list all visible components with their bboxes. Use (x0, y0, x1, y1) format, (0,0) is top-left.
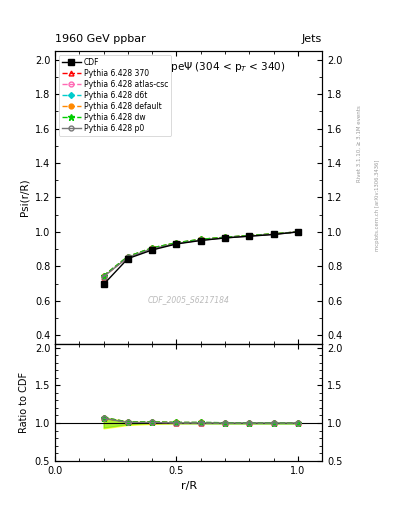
Text: mcplots.cern.ch [arXiv:1306.3436]: mcplots.cern.ch [arXiv:1306.3436] (375, 159, 380, 250)
Legend: CDF, Pythia 6.428 370, Pythia 6.428 atlas-csc, Pythia 6.428 d6t, Pythia 6.428 de: CDF, Pythia 6.428 370, Pythia 6.428 atla… (59, 55, 171, 136)
Y-axis label: Ratio to CDF: Ratio to CDF (19, 372, 29, 433)
Text: Integral jet shapeΨ (304 < p$_T$ < 340): Integral jet shapeΨ (304 < p$_T$ < 340) (92, 60, 285, 74)
Y-axis label: Psi(r/R): Psi(r/R) (19, 179, 29, 216)
Text: 1960 GeV ppbar: 1960 GeV ppbar (55, 33, 146, 44)
Text: CDF_2005_S6217184: CDF_2005_S6217184 (148, 295, 230, 305)
Text: Rivet 3.1.10, ≥ 3.1M events: Rivet 3.1.10, ≥ 3.1M events (357, 105, 362, 182)
X-axis label: r/R: r/R (180, 481, 197, 491)
Text: Jets: Jets (302, 33, 322, 44)
